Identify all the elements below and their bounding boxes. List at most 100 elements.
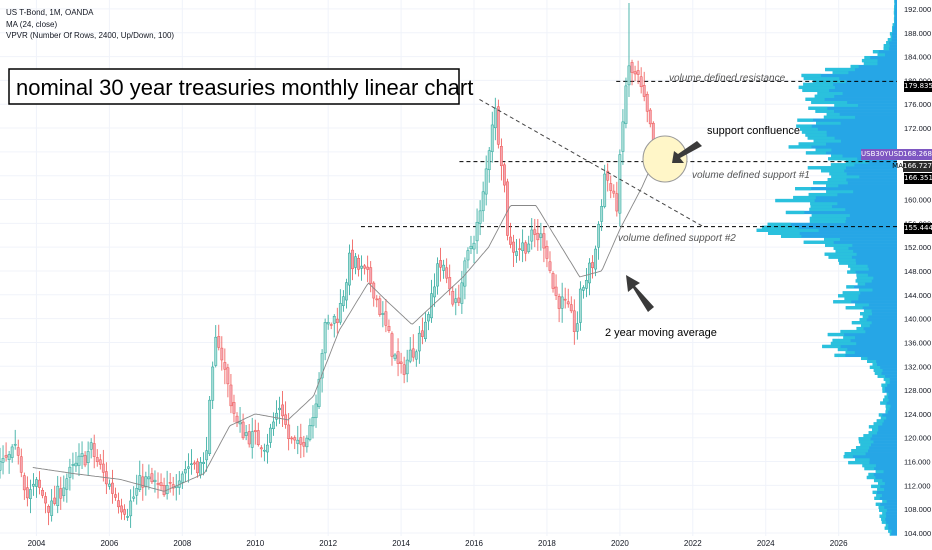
volume-profile-bar [863, 309, 872, 313]
volume-profile-bar [824, 252, 897, 256]
volume-profile-bar [859, 318, 867, 322]
volume-profile-bar [886, 41, 897, 45]
candle-body [445, 267, 449, 279]
candle-body [132, 496, 136, 499]
volume-profile-bar [832, 70, 897, 75]
resistance-label: volume defined resistance [669, 73, 786, 84]
volume-profile-bar [878, 413, 883, 417]
volume-profile-bar [816, 121, 897, 125]
volume-profile-bar [825, 243, 897, 247]
volume-profile-bar [798, 85, 897, 90]
candle-body [35, 479, 38, 487]
volume-profile-bar [889, 32, 897, 36]
volume-profile-bar [873, 478, 897, 483]
candle-body [585, 280, 588, 289]
candle-body [199, 462, 202, 476]
header-vpvr-indicator[interactable]: VPVR (Number Of Rows, 2400, Up/Down, 100… [6, 31, 175, 40]
volume-profile-bar [803, 76, 840, 81]
candle-body [515, 251, 518, 256]
candle-body [621, 121, 625, 152]
candle-body [594, 248, 597, 270]
candle-body [117, 500, 120, 508]
volume-profile-bar [855, 446, 870, 450]
volume-profile-bar [799, 127, 818, 131]
candle-body [265, 444, 269, 453]
last-price: 168.268 [903, 149, 932, 160]
y-tick-label: 184.000 [904, 53, 931, 62]
price-tag-resistance: 179.835 [904, 81, 932, 92]
candle-body [226, 367, 230, 385]
volume-profile-bar [894, 2, 897, 6]
volume-profile-bar [894, 14, 897, 18]
volume-profile-bar [873, 368, 897, 372]
volume-profile-bar [831, 175, 897, 179]
candle-body [111, 482, 114, 494]
candle-body [205, 450, 209, 461]
volume-profile-bar [868, 425, 897, 429]
candle-body [335, 318, 339, 324]
header-ma-indicator[interactable]: MA (24, close) [6, 20, 58, 29]
y-tick-label: 140.000 [904, 315, 931, 324]
volume-profile-bar [813, 139, 897, 143]
volume-profile-bar [867, 359, 897, 363]
candle-body [496, 106, 500, 145]
volume-profile-bar [817, 91, 843, 95]
volume-profile-bar [861, 323, 870, 328]
candle-body [186, 466, 190, 469]
volume-profile-bar [826, 112, 897, 116]
y-tick-label: 124.000 [904, 410, 931, 419]
symbol-label: USB30YUSD [861, 149, 904, 160]
volume-profile-bar [837, 347, 848, 352]
volume-profile-bar [826, 184, 839, 188]
x-tick-label: 2006 [100, 539, 118, 548]
volume-profile-bar [845, 306, 897, 310]
candle-body [107, 483, 111, 487]
volume-profile-bar [833, 246, 849, 250]
volume-profile-bar [856, 276, 874, 280]
candle-body [320, 353, 324, 379]
volume-profile-bar [860, 443, 897, 447]
candle-body [460, 282, 464, 304]
volume-profile-bar [885, 523, 889, 527]
candle-body [509, 236, 512, 245]
candle-body [639, 76, 643, 87]
candle-body [420, 330, 424, 337]
trendline [479, 99, 704, 228]
volume-profile-bar [866, 475, 876, 480]
volume-profile-bar [826, 184, 897, 188]
volume-profile-bar [846, 285, 897, 289]
volume-profile-bar [811, 213, 850, 218]
candle-body [293, 437, 297, 441]
volume-profile-bar [878, 505, 885, 509]
volume-profile-bar [824, 237, 840, 241]
x-tick-label: 2004 [28, 539, 46, 548]
candle-body [50, 500, 54, 516]
volume-profile-bar [886, 392, 897, 396]
volume-profile-bar [855, 303, 897, 307]
volume-profile-bar [862, 463, 876, 468]
volume-profile-bar [892, 29, 897, 33]
candle-body [457, 297, 461, 303]
x-tick-label: 2026 [830, 539, 848, 548]
volume-profile-bar [848, 264, 897, 268]
support1-label: volume defined support #1 [692, 170, 810, 181]
volume-profile-bar [831, 154, 843, 158]
candle-body [305, 437, 309, 448]
candle-body [636, 70, 640, 75]
volume-profile-bar [838, 258, 856, 262]
candle-body [539, 233, 543, 238]
volume-profile-bar [830, 163, 897, 167]
header-symbol[interactable]: US T-Bond, 1M, OANDA [6, 8, 94, 17]
volume-profile-bar [840, 329, 897, 334]
volume-profile-bar [876, 493, 897, 497]
candle-body [101, 463, 105, 473]
candle-body [566, 301, 570, 305]
volume-profile-bar [885, 404, 897, 408]
volume-profile-bar [822, 344, 897, 349]
candle-body [478, 210, 482, 224]
candle-body [281, 404, 284, 417]
volume-profile-bar [845, 306, 863, 310]
x-axis-pane[interactable] [0, 536, 897, 550]
volume-profile-bar [892, 26, 897, 30]
